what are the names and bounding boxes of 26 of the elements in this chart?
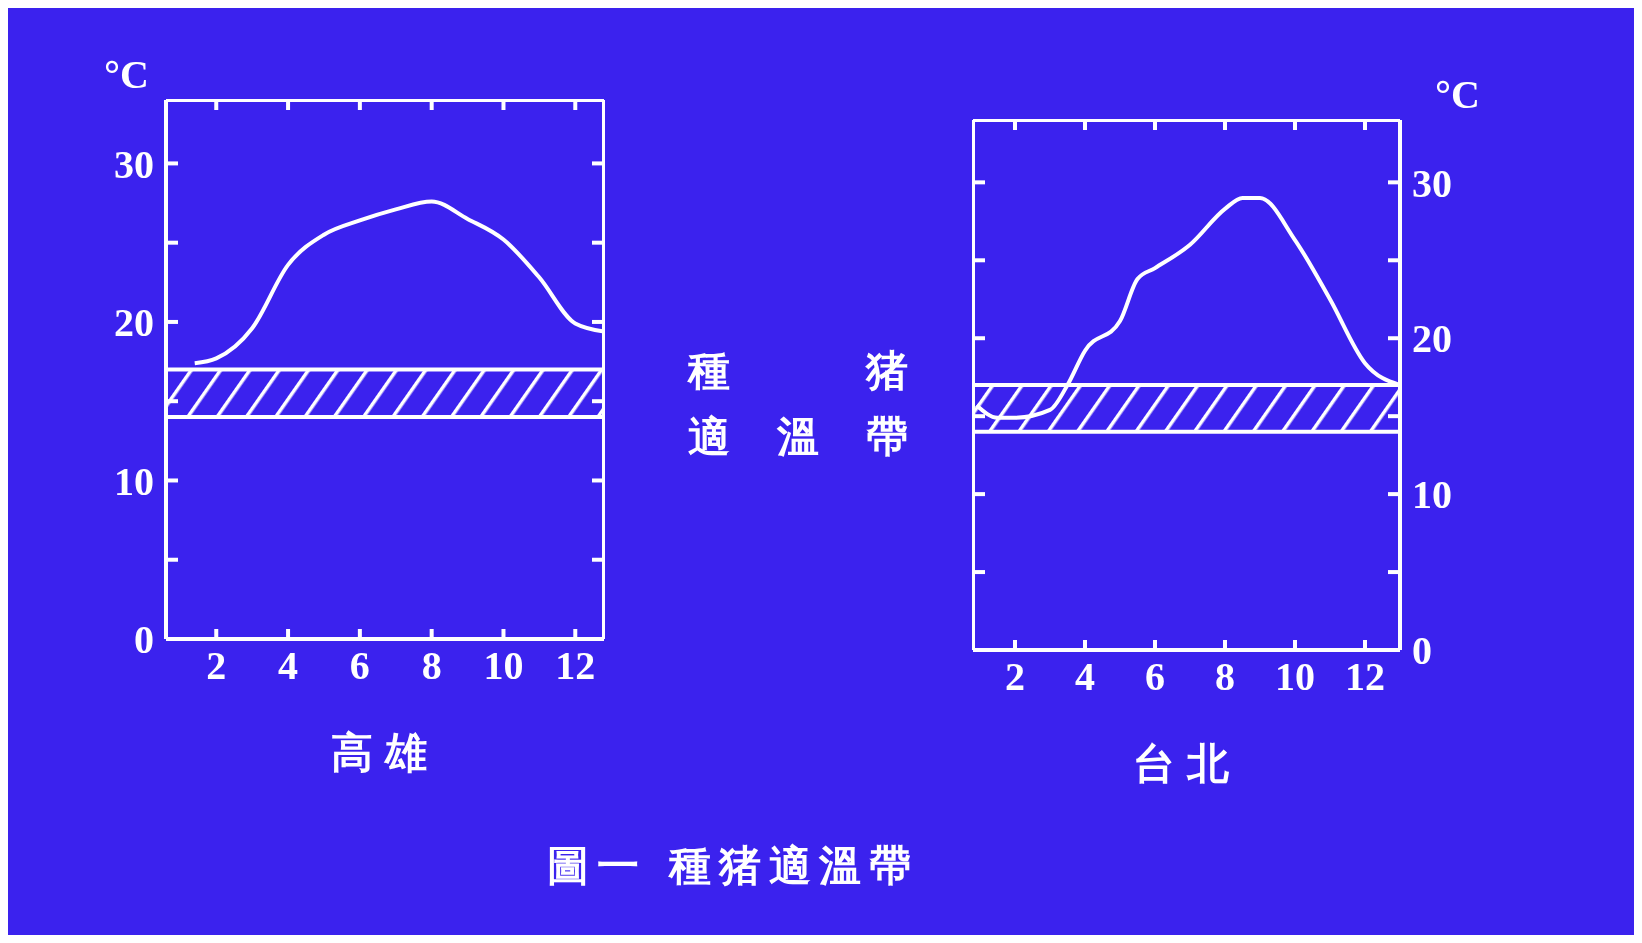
y-axis-title: °C [104, 51, 149, 98]
x-tick-label: 12 [1345, 654, 1385, 700]
y-tick-label: 0 [1412, 628, 1432, 674]
x-tick-label: 6 [349, 643, 370, 689]
x-tick-label: 2 [206, 643, 227, 689]
x-tick-label: 4 [278, 643, 299, 689]
y-tick-label: 30 [1412, 160, 1452, 206]
y-tick-label: 30 [114, 141, 154, 187]
x-tick-label: 2 [1005, 654, 1025, 700]
x-tick-label: 8 [421, 643, 442, 689]
y-tick-label: 10 [1412, 472, 1452, 518]
x-tick-label: 12 [555, 643, 596, 689]
x-tick-label: 10 [1275, 654, 1315, 700]
text: 種猪適溫帶 [688, 346, 908, 461]
y-tick-label: 20 [1412, 316, 1452, 362]
x-axis-title: 高雄 [330, 729, 440, 778]
x-tick-label: 8 [1215, 654, 1235, 700]
x-tick-label: 6 [1145, 654, 1165, 700]
y-tick-label: 0 [134, 617, 154, 663]
y-tick-label: 20 [114, 300, 154, 346]
text: 圖一 種猪適溫帶 [545, 840, 921, 892]
x-tick-label: 10 [483, 643, 524, 689]
x-tick-label: 4 [1075, 654, 1095, 700]
x-axis-title: 台北 [1131, 740, 1242, 789]
y-tick-label: 10 [114, 458, 154, 504]
y-axis-title: °C [1435, 71, 1480, 118]
